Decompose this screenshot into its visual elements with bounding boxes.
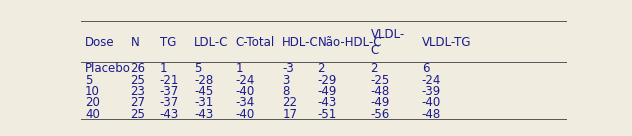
- Text: -25: -25: [370, 74, 390, 87]
- Text: Dose: Dose: [85, 36, 114, 49]
- Text: -39: -39: [422, 85, 441, 98]
- Text: -48: -48: [422, 108, 441, 121]
- Text: 2: 2: [370, 62, 378, 75]
- Text: N: N: [130, 36, 139, 49]
- Text: -3: -3: [283, 62, 294, 75]
- Text: -49: -49: [370, 96, 390, 109]
- Text: 40: 40: [85, 108, 100, 121]
- Text: 8: 8: [283, 85, 289, 98]
- Text: -45: -45: [194, 85, 214, 98]
- Text: -43: -43: [317, 96, 337, 109]
- Text: C-Total: C-Total: [236, 36, 275, 49]
- Text: Placebo: Placebo: [85, 62, 131, 75]
- Text: -31: -31: [194, 96, 214, 109]
- Text: -28: -28: [194, 74, 214, 87]
- Text: 27: 27: [130, 96, 145, 109]
- Text: -29: -29: [317, 74, 337, 87]
- Text: 1: 1: [160, 62, 167, 75]
- Text: -24: -24: [236, 74, 255, 87]
- Text: 6: 6: [422, 62, 429, 75]
- Text: -43: -43: [194, 108, 214, 121]
- Text: VLDL-TG: VLDL-TG: [422, 36, 471, 49]
- Text: -40: -40: [236, 85, 255, 98]
- Text: -51: -51: [317, 108, 337, 121]
- Text: -56: -56: [370, 108, 390, 121]
- Text: 1: 1: [236, 62, 243, 75]
- Text: Não-HDL-C: Não-HDL-C: [317, 36, 382, 49]
- Text: VLDL-
C: VLDL- C: [370, 29, 404, 56]
- Text: -43: -43: [160, 108, 179, 121]
- Text: -24: -24: [422, 74, 441, 87]
- Text: 5: 5: [85, 74, 92, 87]
- Text: -21: -21: [160, 74, 179, 87]
- Text: 3: 3: [283, 74, 289, 87]
- Text: 5: 5: [194, 62, 202, 75]
- Text: 23: 23: [130, 85, 145, 98]
- Text: -37: -37: [160, 96, 179, 109]
- Text: 10: 10: [85, 85, 100, 98]
- Text: -37: -37: [160, 85, 179, 98]
- Text: 26: 26: [130, 62, 145, 75]
- Text: LDL-C: LDL-C: [194, 36, 229, 49]
- Text: -48: -48: [370, 85, 390, 98]
- Text: 17: 17: [283, 108, 297, 121]
- Text: 25: 25: [130, 108, 145, 121]
- Text: TG: TG: [160, 36, 176, 49]
- Text: -49: -49: [317, 85, 337, 98]
- Text: 2: 2: [317, 62, 325, 75]
- Text: 22: 22: [283, 96, 297, 109]
- Text: -40: -40: [236, 108, 255, 121]
- Text: 20: 20: [85, 96, 100, 109]
- Text: -40: -40: [422, 96, 441, 109]
- Text: HDL-C: HDL-C: [283, 36, 319, 49]
- Text: 25: 25: [130, 74, 145, 87]
- Text: -34: -34: [236, 96, 255, 109]
